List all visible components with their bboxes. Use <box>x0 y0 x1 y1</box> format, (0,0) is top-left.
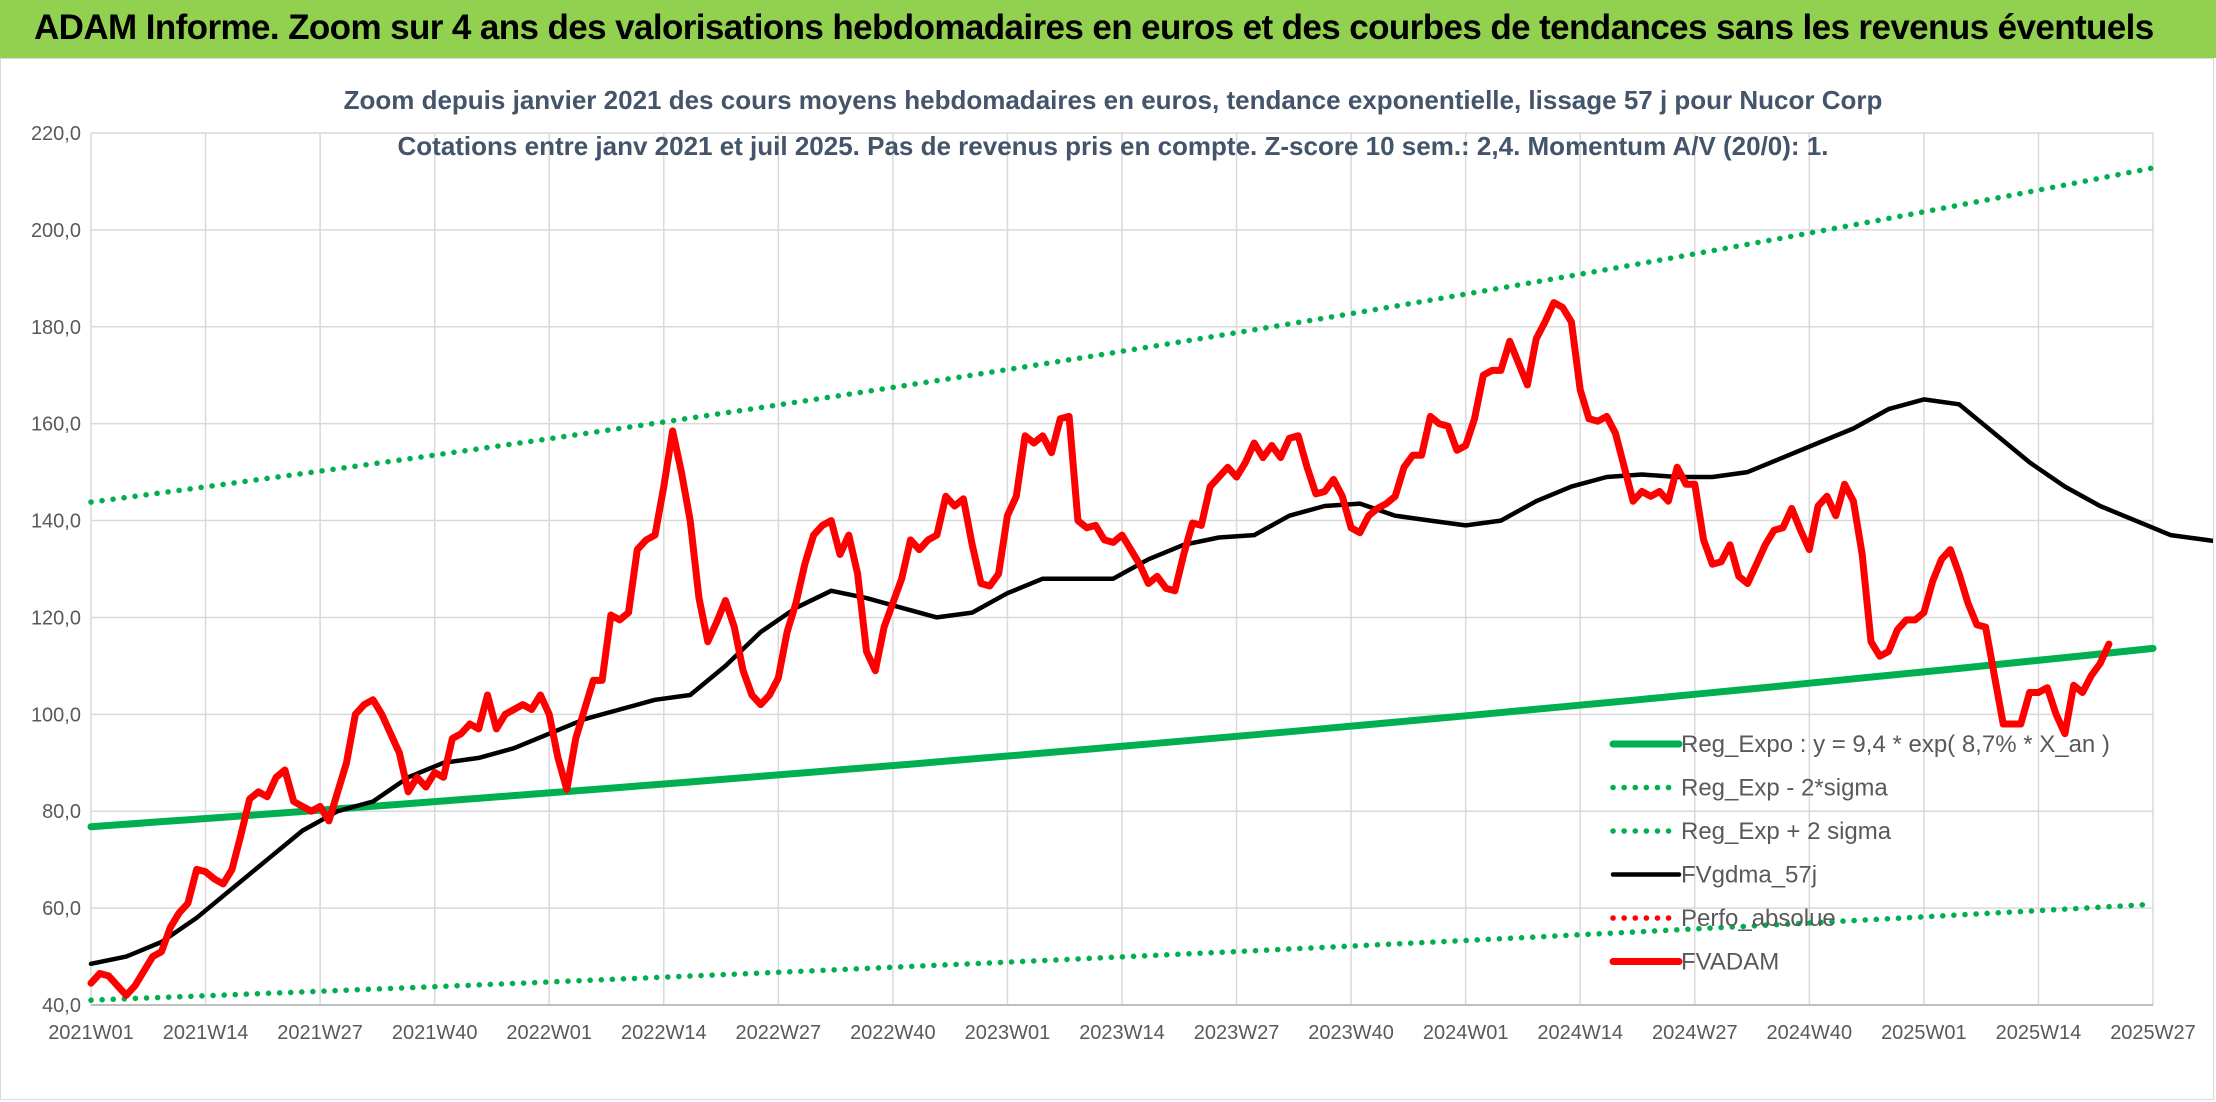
x-tick-label: 2025W27 <box>2110 1022 2196 1044</box>
header-banner: ADAM Informe. Zoom sur 4 ans des valoris… <box>0 0 2216 58</box>
chart-subtitle: Cotations entre janv 2021 et juil 2025. … <box>398 131 1829 161</box>
legend-label: Reg_Exp - 2*sigma <box>1681 775 1888 802</box>
report-title: ADAM Informe. Zoom sur 4 ans des valoris… <box>34 8 2154 47</box>
x-tick-label: 2024W27 <box>1652 1022 1738 1044</box>
x-tick-label: 2022W14 <box>621 1022 707 1044</box>
x-tick-label: 2023W40 <box>1308 1022 1394 1044</box>
series-line-2 <box>88 165 2156 505</box>
line-chart: 40,0 60,0 80,0 100,0 120,0 140,0 160,0 180,0 200… <box>31 85 2213 1044</box>
axes: 40,0 60,0 80,0 100,0 120,0 140,0 160,0 180,0 200… <box>31 123 2196 1044</box>
series-line-0 <box>87 644 2157 831</box>
legend-label: FVgdma_57j <box>1681 862 1817 889</box>
legend-label: Reg_Exp + 2 sigma <box>1681 818 1892 845</box>
x-tick-label: 2022W40 <box>850 1022 936 1044</box>
y-tick-label: 100,0 <box>31 704 81 726</box>
series-line-5 <box>87 299 2113 999</box>
x-tick-label: 2024W14 <box>1537 1022 1623 1044</box>
x-tick-label: 2021W27 <box>277 1022 363 1044</box>
x-tick-label: 2021W14 <box>163 1022 249 1044</box>
x-tick-label: 2021W01 <box>48 1022 134 1044</box>
y-tick-label: 180,0 <box>31 317 81 339</box>
grid <box>90 132 2154 1006</box>
x-tick-label: 2023W14 <box>1079 1022 1165 1044</box>
x-tick-label: 2021W40 <box>392 1022 478 1044</box>
y-tick-label: 60,0 <box>42 898 81 920</box>
x-tick-label: 2023W27 <box>1194 1022 1280 1044</box>
x-tick-label: 2024W01 <box>1423 1022 1509 1044</box>
legend: Reg_Expo : y = 9,4 * exp( 8,7% * X_an ) R… <box>1609 731 2110 976</box>
series-line-3 <box>88 397 2213 967</box>
legend-label: FVADAM <box>1681 949 1779 976</box>
chart-area: 40,0 60,0 80,0 100,0 120,0 140,0 160,0 180,0 200… <box>0 58 2214 1100</box>
x-tick-label: 2024W40 <box>1767 1022 1853 1044</box>
series <box>87 165 2213 1003</box>
chart-title: Zoom depuis janvier 2021 des cours moyen… <box>344 85 1883 115</box>
y-tick-label: 200,0 <box>31 220 81 242</box>
y-tick-label: 220,0 <box>31 123 81 145</box>
y-tick-label: 80,0 <box>42 801 81 823</box>
y-tick-label: 120,0 <box>31 607 81 629</box>
x-tick-label: 2023W01 <box>965 1022 1051 1044</box>
y-tick-label: 40,0 <box>42 995 81 1017</box>
x-tick-label: 2022W27 <box>736 1022 822 1044</box>
legend-label: Reg_Expo : y = 9,4 * exp( 8,7% * X_an ) <box>1681 731 2110 758</box>
x-tick-label: 2025W01 <box>1881 1022 1967 1044</box>
legend-label: Perfo_absolue <box>1681 905 1836 932</box>
y-tick-label: 140,0 <box>31 511 81 533</box>
x-tick-label: 2025W14 <box>1996 1022 2082 1044</box>
series-line-1 <box>88 901 2156 1003</box>
y-tick-label: 160,0 <box>31 414 81 436</box>
x-tick-label: 2022W01 <box>506 1022 592 1044</box>
